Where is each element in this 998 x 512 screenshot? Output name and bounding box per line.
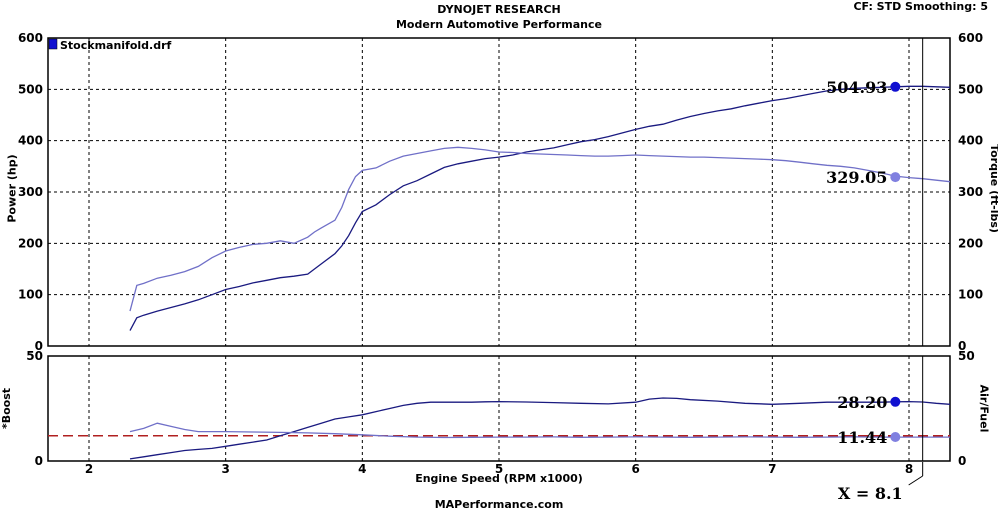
- cursor-readout: X = 8.1: [838, 484, 903, 503]
- panel1-y-tick-right: 500: [958, 82, 983, 96]
- panel1-y-tick-left: 500: [18, 82, 43, 96]
- settings-text: CF: STD Smoothing: 5: [853, 0, 988, 13]
- panel1-y-tick-left: 400: [18, 134, 43, 148]
- torque-cursor-marker: [890, 172, 901, 183]
- legend-swatch: [48, 38, 58, 50]
- y-axis-label-boost: *Boost: [0, 387, 14, 430]
- panel1-y-tick-left: 0: [35, 339, 43, 353]
- panel1-y-tick-right: 300: [958, 185, 983, 199]
- panel1-y-tick-right: 100: [958, 288, 983, 302]
- cursor-readout-leader: [908, 475, 923, 486]
- panel2-y-tick-right: 0: [958, 454, 966, 468]
- x-tick-label: 3: [221, 462, 229, 476]
- panel1-y-tick-left: 300: [18, 185, 43, 199]
- chart-subtitle: Modern Automotive Performance: [395, 18, 602, 31]
- panel2-y-tick-left: 0: [35, 454, 43, 468]
- afr-cursor-value: 11.44: [837, 428, 887, 447]
- x-tick-label: 4: [358, 462, 366, 476]
- boost-line: [129, 397, 951, 460]
- y-axis-label-power: Power (hp): [5, 154, 19, 223]
- x-tick-label: 6: [631, 462, 639, 476]
- panel1-y-tick-left: 200: [18, 236, 43, 250]
- power-cursor-value: 504.93: [826, 78, 887, 97]
- x-axis-label: Engine Speed (RPM x1000): [415, 472, 583, 485]
- afr-cursor-marker: [890, 431, 901, 442]
- panel1-y-tick-left: 600: [18, 31, 43, 45]
- torque-cursor-value: 329.05: [826, 168, 887, 187]
- boost-cursor-marker: [890, 396, 901, 407]
- panel2-frame: [47, 355, 951, 462]
- boost-cursor-value: 28.20: [837, 393, 887, 412]
- panel1-y-tick-right: 600: [958, 31, 983, 45]
- footer-text: MAPerformance.com: [434, 498, 564, 511]
- power-line: [129, 85, 951, 331]
- chart-title: DYNOJET RESEARCH: [437, 3, 561, 16]
- panel2-y-tick-right: 50: [958, 349, 975, 363]
- afr-line: [129, 422, 950, 439]
- panel2-y-tick-left: 50: [26, 349, 43, 363]
- legend-label: Stockmanifold.drf: [60, 39, 172, 52]
- y-axis-label-afr: Air/Fuel: [977, 384, 991, 433]
- power-cursor-marker: [890, 81, 901, 92]
- panel1-y-tick-right: 400: [958, 134, 983, 148]
- x-tick-label: 5: [495, 462, 503, 476]
- panel1-y-tick-right: 200: [958, 236, 983, 250]
- panel1-y-tick-right: 0: [958, 339, 966, 353]
- y-axis-label-torque: Torque (ft-lbs): [987, 144, 998, 233]
- x-tick-label: 2: [85, 462, 93, 476]
- panel1-y-tick-left: 100: [18, 288, 43, 302]
- x-tick-label: 8: [905, 462, 913, 476]
- torque-line: [129, 146, 951, 312]
- x-tick-label: 7: [768, 462, 776, 476]
